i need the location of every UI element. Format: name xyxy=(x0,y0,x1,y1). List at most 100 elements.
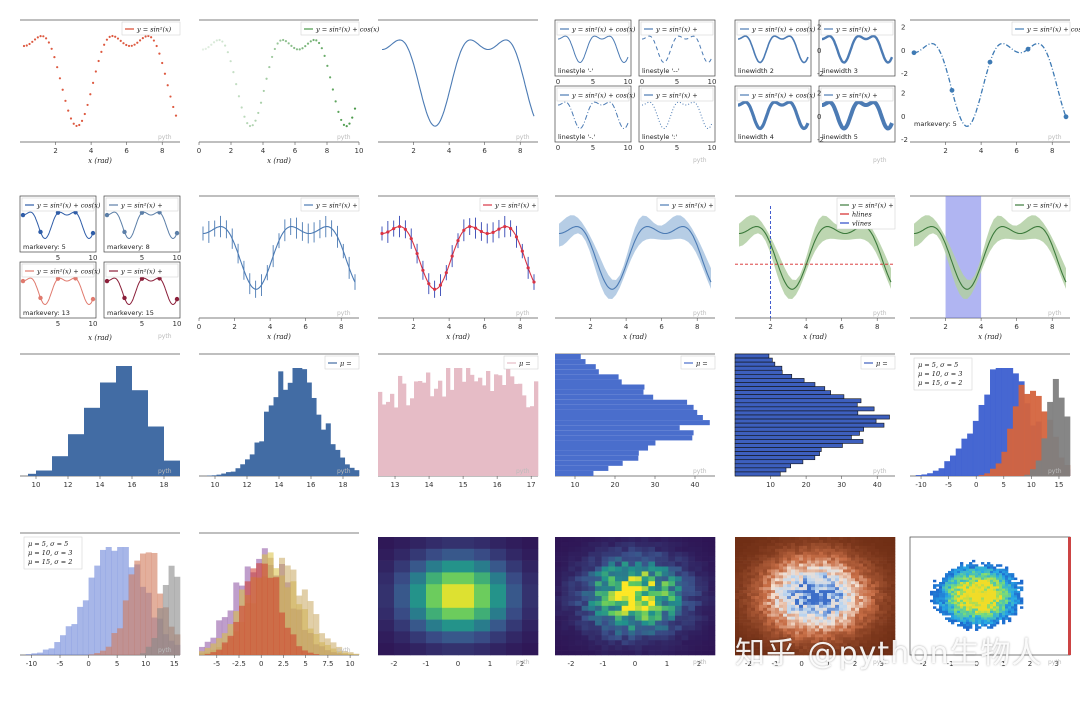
data-point xyxy=(25,44,28,47)
heatmap-cell xyxy=(807,601,812,606)
heatmap-cell xyxy=(871,554,876,558)
histogram-bar xyxy=(211,475,217,476)
heatmap-cell xyxy=(990,579,994,583)
heatmap-cell xyxy=(1002,606,1006,609)
heatmap-cell xyxy=(775,537,780,541)
heatmap-cell xyxy=(747,631,752,635)
heatmap-cell xyxy=(755,563,760,567)
heatmap-cell xyxy=(863,590,868,594)
heatmap-cell xyxy=(708,615,716,621)
histogram-bar xyxy=(100,382,116,476)
heatmap-cell xyxy=(787,643,792,647)
heatmap-cell xyxy=(960,619,964,623)
heatmap-cell xyxy=(641,620,649,626)
heatmap-cell xyxy=(871,607,876,612)
heatmap-cell xyxy=(815,598,820,603)
series-line xyxy=(23,277,94,306)
heatmap-cell xyxy=(751,551,756,555)
heatmap-cell xyxy=(771,566,776,570)
heatmap-cell xyxy=(1011,612,1015,616)
subplot-note: linestyle '-' xyxy=(558,67,594,75)
x-tick-label: 3 xyxy=(879,660,883,668)
chart-svg: 10 20 30 40μ =pyth xyxy=(555,353,716,489)
heatmap-cell xyxy=(933,606,937,609)
heatmap-cell xyxy=(641,600,649,607)
heatmap-cell xyxy=(863,539,868,544)
heatmap-cell xyxy=(791,646,796,650)
heatmap-cell xyxy=(993,624,997,627)
heatmap-cell xyxy=(568,576,576,582)
heatmap-cell xyxy=(819,551,824,555)
heatmap-cell xyxy=(843,622,848,626)
x-tick-label: 10 xyxy=(211,481,220,489)
heatmap-cell xyxy=(951,606,955,609)
heatmap-cell xyxy=(668,625,676,631)
series-line xyxy=(558,225,712,290)
heatmap-cell xyxy=(975,615,979,618)
heatmap-cell xyxy=(608,556,616,562)
heatmap-cell xyxy=(843,634,848,638)
heatmap-cell xyxy=(863,625,868,629)
data-point xyxy=(345,125,348,128)
heatmap-cell xyxy=(960,595,964,598)
heatmap-cell xyxy=(799,610,804,614)
heatmap-cell xyxy=(887,631,892,635)
heatmap-cell xyxy=(675,537,682,543)
heatmap-cell xyxy=(879,628,884,632)
heatmap-cell xyxy=(815,545,820,550)
heatmap-cell xyxy=(783,596,788,600)
heatmap-cell xyxy=(595,640,602,646)
heatmap-cell xyxy=(615,625,622,631)
heatmap-cell xyxy=(739,616,744,620)
heatmap-cell xyxy=(887,596,892,600)
heatmap-cell xyxy=(963,612,967,616)
python-mark: pyth xyxy=(158,468,172,475)
heatmap-cell xyxy=(867,539,872,544)
heatmap-cell xyxy=(681,537,689,543)
histogram-bar xyxy=(230,471,236,476)
heatmap-cell xyxy=(1002,568,1006,572)
legend-entry: y = sin²(x) + xyxy=(1026,202,1069,210)
heatmap-cell xyxy=(739,572,744,576)
heatmap-cell xyxy=(771,601,776,606)
heatmap-cell xyxy=(819,563,824,567)
histogram-bar xyxy=(734,353,770,359)
heatmap-cell xyxy=(783,634,788,638)
heatmap-cell xyxy=(1008,586,1012,589)
heatmap-cell xyxy=(615,556,622,562)
heatmap-cell xyxy=(847,598,852,603)
heatmap-cell xyxy=(827,566,832,570)
heatmap-cell xyxy=(996,577,1000,581)
heatmap-cell xyxy=(1005,577,1009,581)
data-point xyxy=(166,84,169,87)
heatmap-cell xyxy=(695,566,702,572)
series-line xyxy=(822,34,894,64)
heatmap-cell xyxy=(957,593,961,596)
heatmap-cell xyxy=(939,597,943,600)
heatmap-cell xyxy=(839,548,844,553)
heatmap-cell xyxy=(960,566,964,569)
heatmap-cell xyxy=(975,597,979,600)
heatmap-cell xyxy=(954,573,958,576)
y-tick-label: -2 xyxy=(817,70,824,78)
heatmap-cell xyxy=(615,610,622,616)
x-tick-label: 0 xyxy=(640,78,644,86)
heatmap-cell xyxy=(751,587,756,591)
legend-entry: y = sin²(x) + cos(x) xyxy=(751,26,816,34)
python-mark: pyth xyxy=(693,157,707,164)
subplot-frame xyxy=(818,85,896,143)
heatmap-cell xyxy=(945,593,949,596)
heatmap-cell xyxy=(675,620,682,626)
heatmap-cell xyxy=(984,588,988,592)
heatmap-cell xyxy=(601,571,609,577)
heatmap-cell xyxy=(883,578,888,582)
heatmap-cell xyxy=(767,607,772,612)
chart-panel-p17: 10 20 30 40 μ = pyth xyxy=(733,352,903,514)
legend-box xyxy=(300,21,360,36)
heatmap-cell xyxy=(875,575,880,579)
histogram-bar xyxy=(216,638,223,655)
heatmap-cell xyxy=(819,631,824,635)
heatmap-cell xyxy=(859,548,864,553)
heatmap-cell xyxy=(981,590,985,594)
